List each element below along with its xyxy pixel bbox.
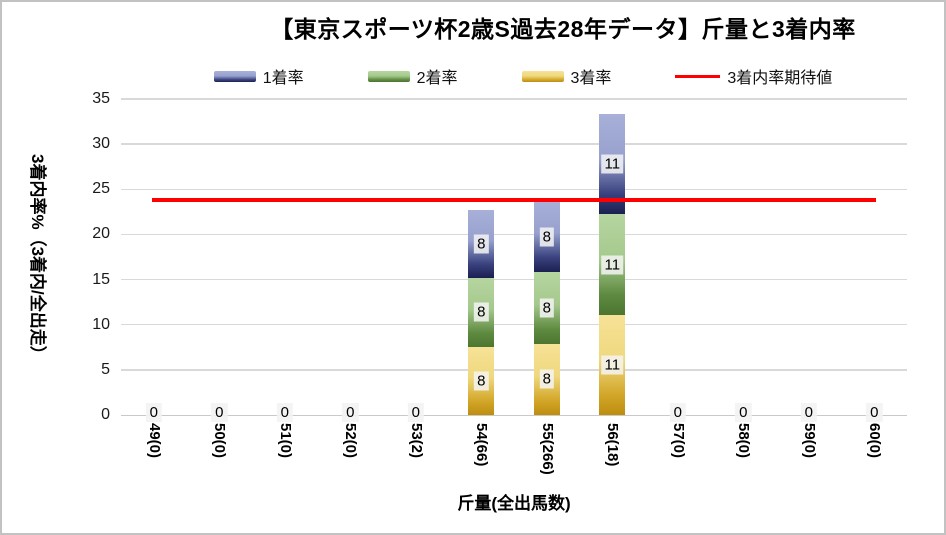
x-category-label: 56(18) [604,423,622,467]
y-tick-label: 20 [92,225,110,243]
bar-data-label: 8 [539,227,554,247]
zero-data-label: 0 [735,403,752,422]
bar-segment-1着率: 8 [468,209,495,279]
bar-segment-2着率: 8 [468,278,495,347]
bar-segment-2着率: 11 [599,214,626,315]
stacked-bar: 8 8 8 [533,201,560,415]
y-tick-label: 0 [101,406,110,423]
y-tick-label: 30 [92,135,110,153]
legend-label: 2着率 [416,70,458,87]
y-tick-label: 10 [92,315,110,333]
second-rate-swatch-icon [367,70,410,82]
x-category-label: 54(66) [473,423,491,467]
expected-line-swatch-icon [675,74,721,78]
bar-data-label: 11 [601,355,624,375]
first-rate-swatch-icon [213,70,256,82]
x-category-label: 50(0) [211,423,229,459]
bar-segment-3着率: 8 [533,343,560,415]
x-category-label: 58(0) [735,423,753,459]
zero-data-label: 0 [145,403,162,422]
gridline [121,143,907,145]
x-category-label: 51(0) [276,423,294,459]
zero-data-label: 0 [276,403,293,422]
y-tick-label: 25 [92,180,110,198]
bar-data-label: 11 [601,255,624,275]
stacked-bar: 11 11 11 [599,114,626,415]
x-category-label: 59(0) [800,423,818,459]
legend-item-expected-line: 3着内率期待値 [675,64,832,88]
bar-data-label: 8 [539,298,554,318]
stacked-bar: 8 8 8 [468,209,495,415]
x-axis-line [121,414,907,416]
legend-label: 1着率 [262,70,304,87]
gridline [121,369,907,371]
zero-data-label: 0 [669,403,686,422]
bar-data-label: 11 [601,154,624,174]
bar-segment-3着率: 8 [468,346,495,415]
bar-data-label: 8 [474,234,489,254]
zero-data-label: 0 [866,403,883,422]
y-axis-title: 3着内率%（3着内/全出走） [28,153,47,363]
y-tick-label: 5 [101,360,110,378]
zero-data-label: 0 [407,403,424,422]
x-axis-title: 斤量(全出馬数) [457,494,571,513]
zero-data-label: 0 [211,403,228,422]
bar-segment-3着率: 11 [599,314,626,415]
y-tick-label: 15 [92,270,110,288]
expected-rate-line [151,197,877,202]
x-category-label: 49(0) [145,423,163,459]
y-tick-label: 35 [92,90,110,107]
legend-item-second-rate: 2着率 [367,64,458,88]
x-category-label: 57(0) [669,423,687,459]
gridline [121,233,907,236]
gridline [121,98,907,100]
bar-segment-1着率: 8 [533,201,560,273]
zero-data-label: 0 [342,403,359,422]
bar-data-label: 8 [474,371,489,391]
x-category-label: 60(0) [866,423,884,459]
x-category-label: 53(2) [407,423,425,459]
plot-area: 0 0 0 0 0 8 8 8 8 8 8 11 11 11 0 0 0 0 [121,98,907,422]
third-rate-swatch-icon [521,70,564,82]
gridline [121,278,907,281]
legend-label: 3着内率期待値 [727,70,833,87]
x-category-label: 55(266) [538,423,556,475]
bar-data-label: 8 [539,369,554,389]
legend-label: 3着率 [570,70,612,87]
gridline [121,188,907,191]
zero-data-label: 0 [800,403,817,422]
bar-data-label: 8 [474,302,489,322]
x-category-label: 52(0) [342,423,360,459]
gridline [121,323,907,326]
legend-item-first-rate: 1着率 [213,64,304,88]
legend: 1着率 2着率 3着率 3着内率期待値 [102,64,944,88]
legend-item-third-rate: 3着率 [521,64,612,88]
chart-title: 【東京スポーツ杯2歳S過去28年データ】斤量と3着内率 [270,16,856,42]
bar-segment-2着率: 8 [533,272,560,344]
